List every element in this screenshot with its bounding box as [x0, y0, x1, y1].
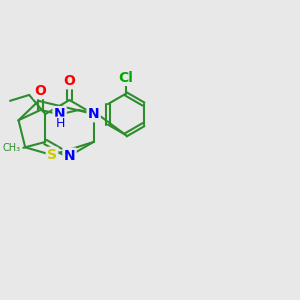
- Text: N: N: [64, 149, 75, 163]
- Text: CH₃: CH₃: [2, 143, 20, 153]
- Text: O: O: [34, 84, 46, 98]
- Text: O: O: [64, 74, 75, 88]
- Text: Cl: Cl: [118, 71, 133, 85]
- Text: S: S: [47, 148, 57, 162]
- Text: N: N: [54, 107, 65, 122]
- Text: N: N: [88, 107, 100, 121]
- Text: H: H: [56, 117, 65, 130]
